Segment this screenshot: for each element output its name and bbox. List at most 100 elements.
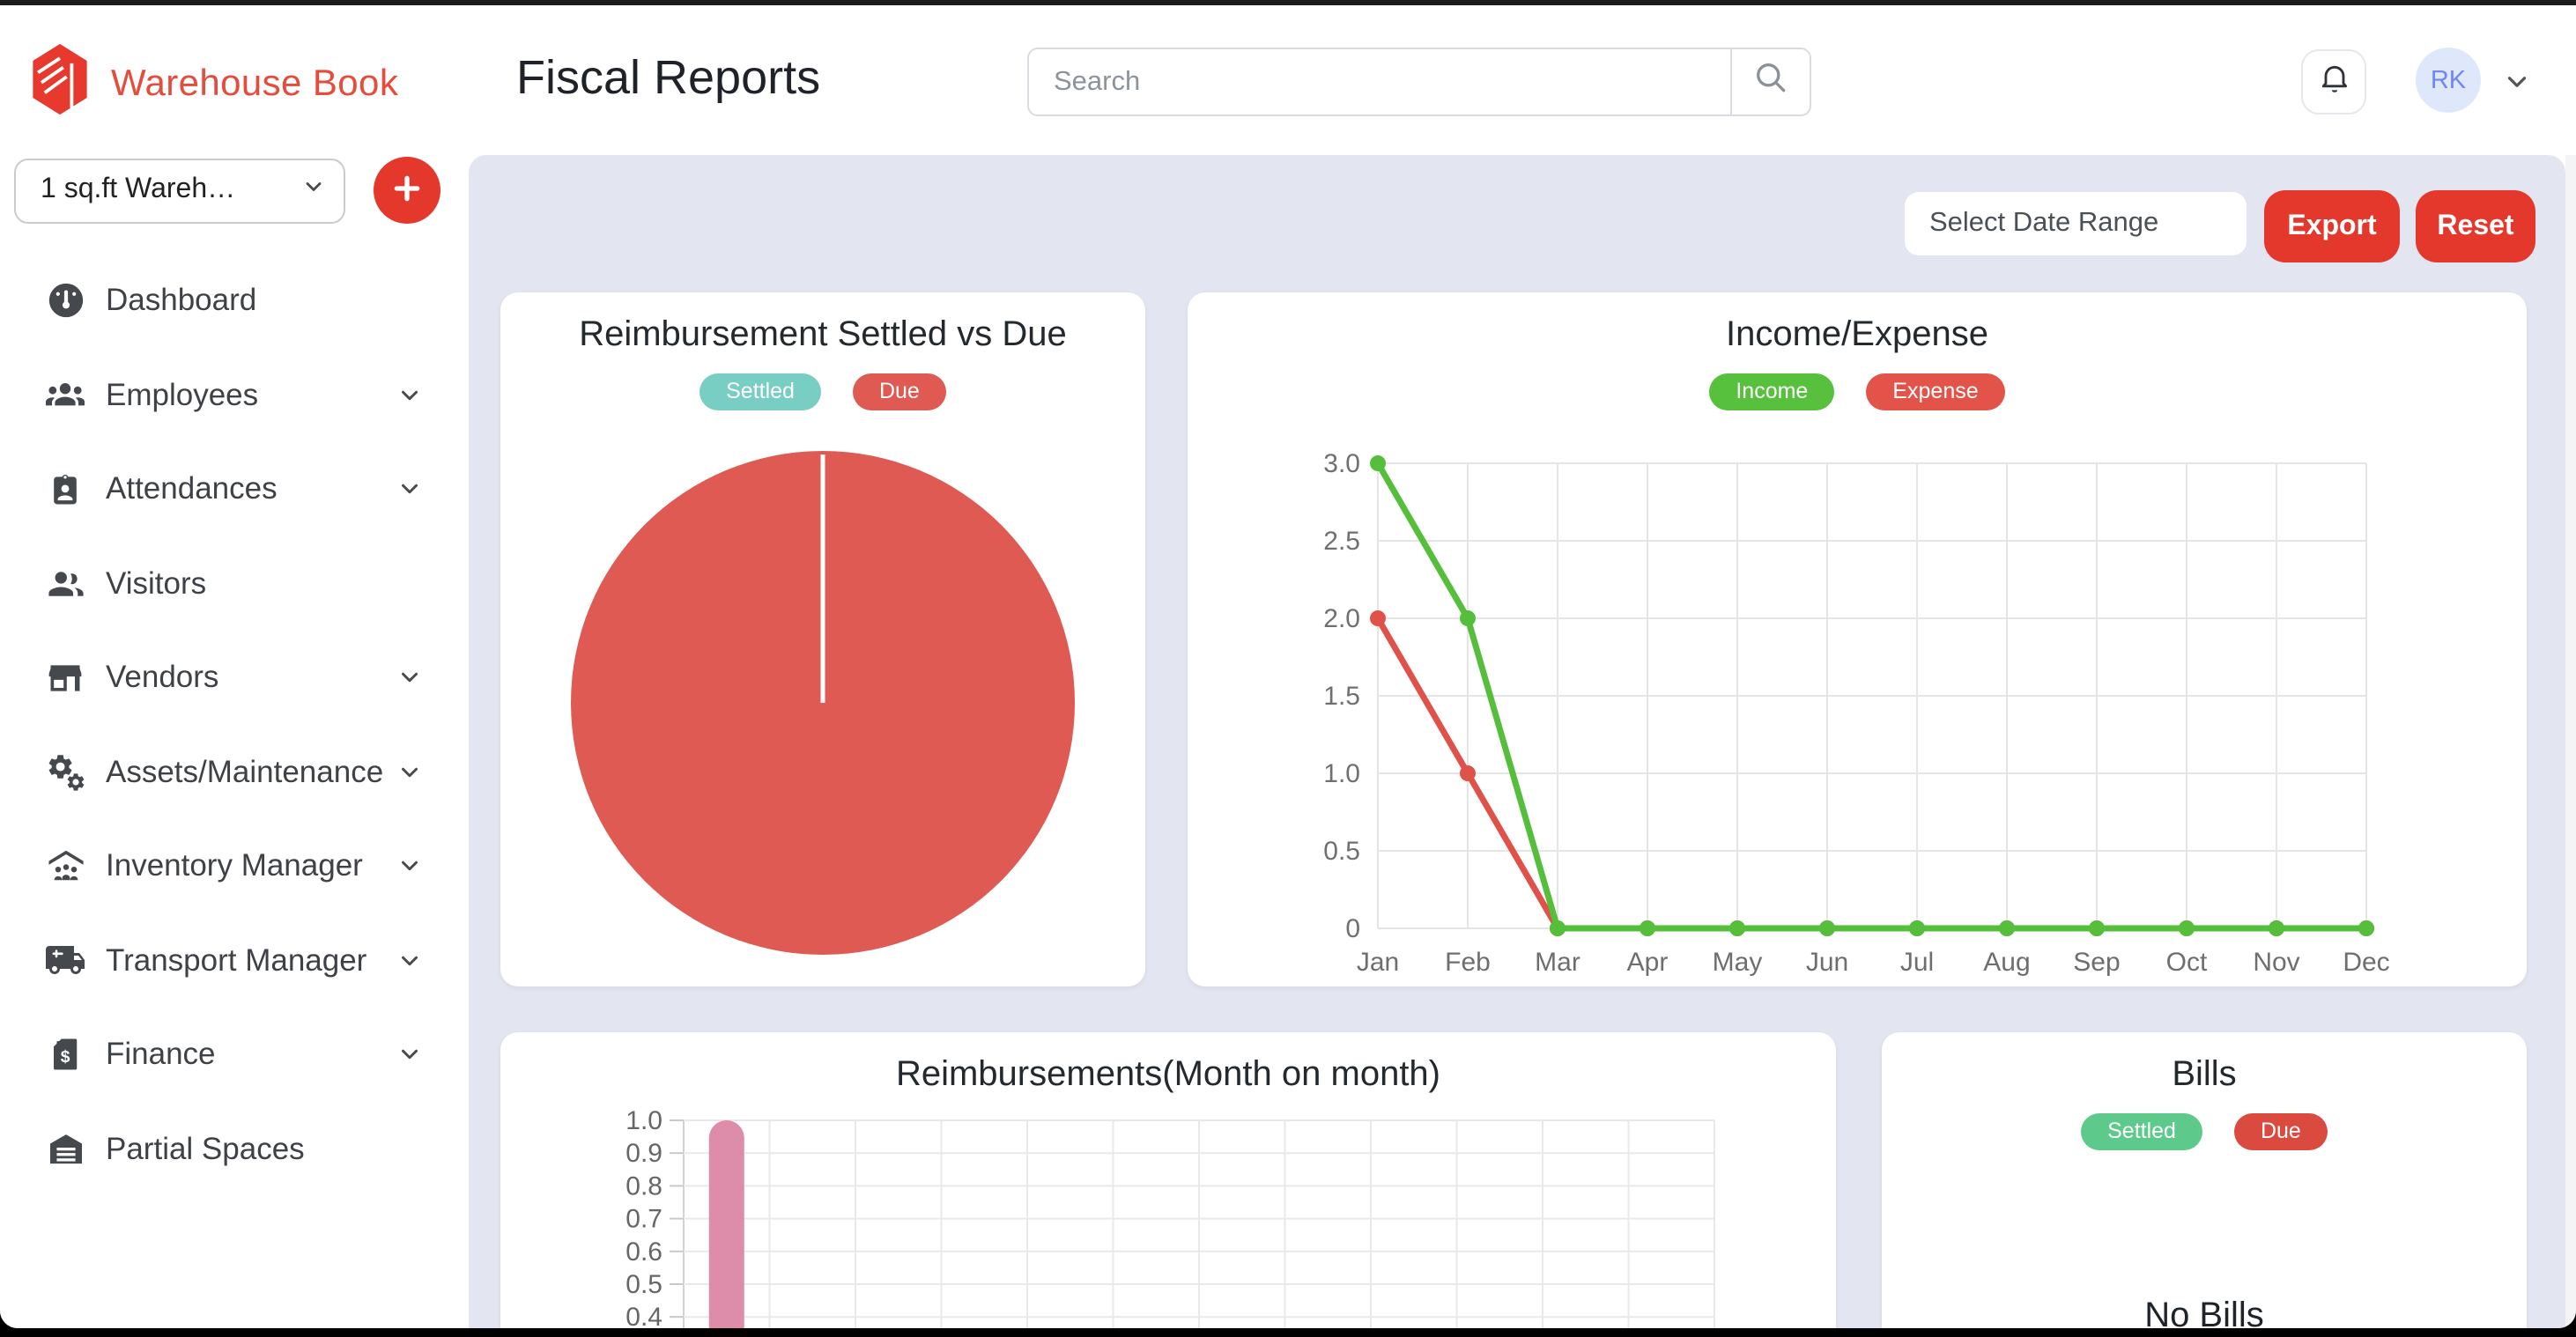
sidebar-item-label: Transport Manager [106,942,367,978]
sidebar-item-visitors[interactable]: Visitors [0,536,469,631]
svg-text:Feb: Feb [1445,948,1491,977]
gears-icon [44,751,86,794]
chevron-down-icon [301,174,326,207]
notifications-button[interactable] [2301,49,2366,114]
card-title: Bills [2172,1055,2237,1094]
svg-text:May: May [1713,948,1763,977]
warehouse-selector-row: 1 sq.ft Wareh… [0,155,469,224]
legend-pill-due[interactable]: Due [2233,1113,2328,1150]
legend: Settled Due [1882,1113,2527,1150]
bar-chart: 1.0 0.9 0.8 0.7 0.6 0.5 0.4 [625,1110,1715,1328]
chevron-down-icon [396,759,423,786]
sidebar-item-dashboard[interactable]: Dashboard [0,254,469,348]
reimbursements-bar-card: Reimbursements(Month on month) 1.0 0.9 0.8… [500,1032,1836,1328]
date-range-input[interactable] [1905,192,2247,255]
svg-text:0.6: 0.6 [625,1237,663,1267]
svg-text:0.7: 0.7 [625,1205,663,1234]
warehouse-inventory-icon [44,846,86,888]
legend-pill-income[interactable]: Income [1709,373,1835,410]
chevron-down-icon [396,382,423,409]
dashboard-gauge-icon [44,280,86,322]
income-expense-card: Income/Expense Income Expense 0 0.5 1.0 1.5… [1188,292,2527,986]
card-title: Reimbursement Settled vs Due [579,315,1067,354]
svg-text:Dec: Dec [2343,948,2389,977]
sidebar-item-label: Partial Spaces [106,1130,305,1166]
search-button[interactable] [1730,49,1810,114]
warehouse-book-logo-icon [25,41,95,127]
svg-text:0.9: 0.9 [625,1139,663,1168]
svg-text:Mar: Mar [1535,948,1580,977]
sidebar-item-employees[interactable]: Employees [0,348,469,442]
svg-text:3.0: 3.0 [1323,449,1360,478]
svg-text:Aug: Aug [1983,948,2030,977]
svg-text:Jun: Jun [1806,948,1848,977]
bell-icon [2316,60,2351,104]
page-title: Fiscal Reports [516,51,821,104]
attendance-badge-icon [44,469,86,511]
sidebar-item-label: Inventory Manager [106,847,363,883]
warehouse-select-value: 1 sq.ft Wareh… [41,174,236,204]
sidebar-item-label: Visitors [106,565,207,601]
window-top-edge [0,0,2576,5]
legend-pill-settled[interactable]: Settled [2081,1113,2202,1150]
svg-text:0.5: 0.5 [1323,837,1360,866]
chevron-down-icon [396,1042,423,1068]
add-warehouse-button[interactable] [374,157,440,224]
chevron-down-icon [396,853,423,880]
svg-text:Jul: Jul [1900,948,1934,977]
sidebar-item-vendors[interactable]: Vendors [0,631,469,725]
svg-text:Jan: Jan [1357,948,1399,977]
storefront-icon [44,657,86,699]
svg-text:0.4: 0.4 [625,1303,663,1328]
main-content: Export Reset Reimbursement Settled vs Du… [469,155,2565,1328]
card-title: Income/Expense [1726,315,1988,354]
svg-text:Oct: Oct [2166,948,2208,977]
legend-pill-due[interactable]: Due [852,373,946,410]
chevron-down-icon [396,665,423,691]
sidebar-item-label: Attendances [106,470,278,506]
sidebar-item-transport-manager[interactable]: Transport Manager [0,913,469,1008]
employees-group-icon [44,374,86,417]
warehouse-select[interactable]: 1 sq.ft Wareh… [14,158,345,223]
legend-pill-settled[interactable]: Settled [700,373,821,410]
pie-chart [571,451,1075,955]
sidebar-item-partial-spaces[interactable]: Partial Spaces [0,1102,469,1196]
svg-text:0: 0 [1345,914,1360,943]
finance-receipt-icon: $ [44,1034,86,1076]
chevron-down-icon [396,948,423,974]
sidebar-item-attendances[interactable]: Attendances [0,442,469,536]
sidebar-menu: Dashboard Employees [0,254,469,1196]
sidebar-item-label: Dashboard [106,282,257,318]
svg-text:1.0: 1.0 [625,1110,663,1135]
card-title: Reimbursements(Month on month) [895,1055,1440,1094]
svg-text:0.5: 0.5 [625,1270,663,1299]
svg-text:Sep: Sep [2073,948,2120,977]
search-icon [1751,58,1790,106]
sidebar-item-finance[interactable]: $ Finance [0,1008,469,1102]
export-button[interactable]: Export [2264,190,2400,262]
garage-icon [44,1128,86,1171]
sidebar-item-label: Assets/Maintenance [106,753,384,789]
sidebar-item-label: Employees [106,376,259,412]
svg-text:Nov: Nov [2253,948,2299,977]
brand[interactable]: Warehouse Book [25,41,398,127]
search-input[interactable] [1029,49,1730,114]
svg-text:2.0: 2.0 [1323,604,1360,633]
sidebar-item-inventory-manager[interactable]: Inventory Manager [0,819,469,913]
profile-menu-chevron-down-icon[interactable] [2502,67,2532,106]
sidebar-item-label: Finance [106,1036,216,1072]
legend-pill-expense[interactable]: Expense [1866,373,2005,410]
reset-button[interactable]: Reset [2416,190,2535,262]
avatar[interactable]: RK [2416,48,2481,113]
chevron-down-icon [396,476,423,503]
empty-state-text: No Bills [2144,1296,2264,1328]
sidebar-item-assets-maintenance[interactable]: Assets/Maintenance [0,725,469,819]
search-bar [1027,48,1811,116]
svg-text:0.8: 0.8 [625,1171,663,1200]
sidebar-item-label: Vendors [106,659,219,695]
svg-text:$: $ [60,1048,70,1067]
svg-text:1.5: 1.5 [1323,682,1360,711]
page-scrollbar[interactable] [2565,155,2576,1328]
line-chart: 0 0.5 1.0 1.5 2.0 2.5 3.0 Jan Feb Mar Apr May Jun Jul… [1323,449,2389,977]
